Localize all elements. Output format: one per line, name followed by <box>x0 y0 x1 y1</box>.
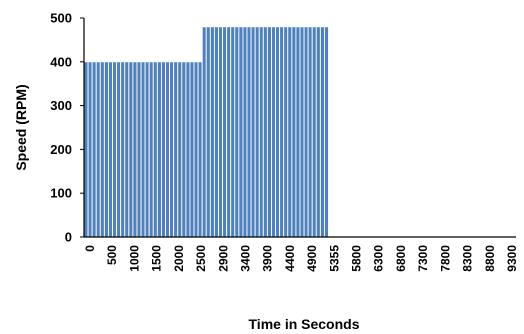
bar <box>209 26 215 238</box>
bar <box>258 26 264 238</box>
bar <box>226 26 232 238</box>
bar <box>103 61 109 238</box>
x-tick-label: 2900 <box>216 245 230 272</box>
bars-layer <box>83 26 329 238</box>
bar <box>250 26 256 238</box>
bar <box>295 26 301 238</box>
bar <box>165 61 171 238</box>
bar <box>144 61 150 238</box>
x-tick-label: 5800 <box>350 245 364 272</box>
bar <box>87 61 93 238</box>
bar <box>205 26 211 238</box>
bar <box>169 61 175 238</box>
y-tick-label: 400 <box>50 54 72 69</box>
bar <box>319 26 325 238</box>
x-tick-label: 1000 <box>127 245 141 272</box>
bar <box>189 61 195 238</box>
bar <box>148 61 154 238</box>
bar <box>160 61 166 238</box>
bar <box>283 26 289 238</box>
bar <box>242 26 248 238</box>
bar <box>279 26 285 238</box>
bar <box>291 26 297 238</box>
bar <box>311 26 317 238</box>
x-tick-label: 500 <box>105 245 119 265</box>
x-tick-label: 9300 <box>505 245 519 272</box>
bar <box>307 26 313 238</box>
y-tick-label: 300 <box>50 98 72 113</box>
bar <box>181 61 187 238</box>
bar <box>132 61 138 238</box>
y-tick-label: 0 <box>65 230 72 245</box>
x-tick-label: 7800 <box>438 245 452 272</box>
bar <box>262 26 268 238</box>
bar <box>107 61 113 238</box>
bar <box>246 26 252 238</box>
y-tick-label: 100 <box>50 186 72 201</box>
x-tick-label: 7300 <box>416 245 430 272</box>
x-tick-label: 2500 <box>194 245 208 272</box>
x-tick-label: 0 <box>83 245 97 252</box>
bar <box>140 61 146 238</box>
bar <box>222 26 228 238</box>
bar <box>193 61 199 238</box>
bar <box>287 26 293 238</box>
bar <box>254 26 260 238</box>
x-tick-label: 3400 <box>238 245 252 272</box>
x-tick-label: 5355 <box>327 245 341 272</box>
y-tick-label: 500 <box>50 11 72 26</box>
y-ticks: 0 100 200 300 400 500 <box>50 11 84 245</box>
bar <box>152 61 158 238</box>
bar <box>112 61 118 238</box>
bar <box>128 61 134 238</box>
bar <box>173 61 179 238</box>
bar <box>266 26 272 238</box>
bar <box>116 61 122 238</box>
bar <box>275 26 281 238</box>
x-tick-label: 2000 <box>172 245 186 272</box>
x-tick-label: 4900 <box>305 245 319 272</box>
bar <box>83 61 89 238</box>
bar <box>197 61 203 238</box>
bar <box>201 26 207 238</box>
bar <box>303 26 309 238</box>
x-tick-label: 6800 <box>394 245 408 272</box>
bar <box>185 61 191 238</box>
x-ticks: 0 500 1000 1500 2000 2500 2900 3400 3900 4400 4900… <box>83 245 519 272</box>
bar <box>213 26 219 238</box>
bar <box>95 61 101 238</box>
x-tick-label: 4400 <box>283 245 297 272</box>
bar <box>91 61 97 238</box>
bar <box>299 26 305 238</box>
x-tick-label: 6300 <box>372 245 386 272</box>
bar <box>124 61 130 238</box>
x-tick-label: 3900 <box>261 245 275 272</box>
x-tick-label: 1500 <box>150 245 164 272</box>
bar <box>156 61 162 238</box>
bar <box>234 26 240 238</box>
bar <box>238 26 244 238</box>
bar <box>324 26 329 238</box>
bar <box>218 26 224 238</box>
bar <box>230 26 236 238</box>
x-axis-title: Time in Seconds <box>249 316 360 332</box>
bar <box>271 26 277 238</box>
bar <box>99 61 105 238</box>
bar <box>315 26 321 238</box>
y-tick-label: 200 <box>50 142 72 157</box>
x-tick-label: 8800 <box>483 245 497 272</box>
y-axis-title: Speed (RPM) <box>13 84 29 170</box>
bar <box>136 61 142 238</box>
bar <box>177 61 183 238</box>
x-tick-label: 8300 <box>461 245 475 272</box>
bar <box>120 61 126 238</box>
